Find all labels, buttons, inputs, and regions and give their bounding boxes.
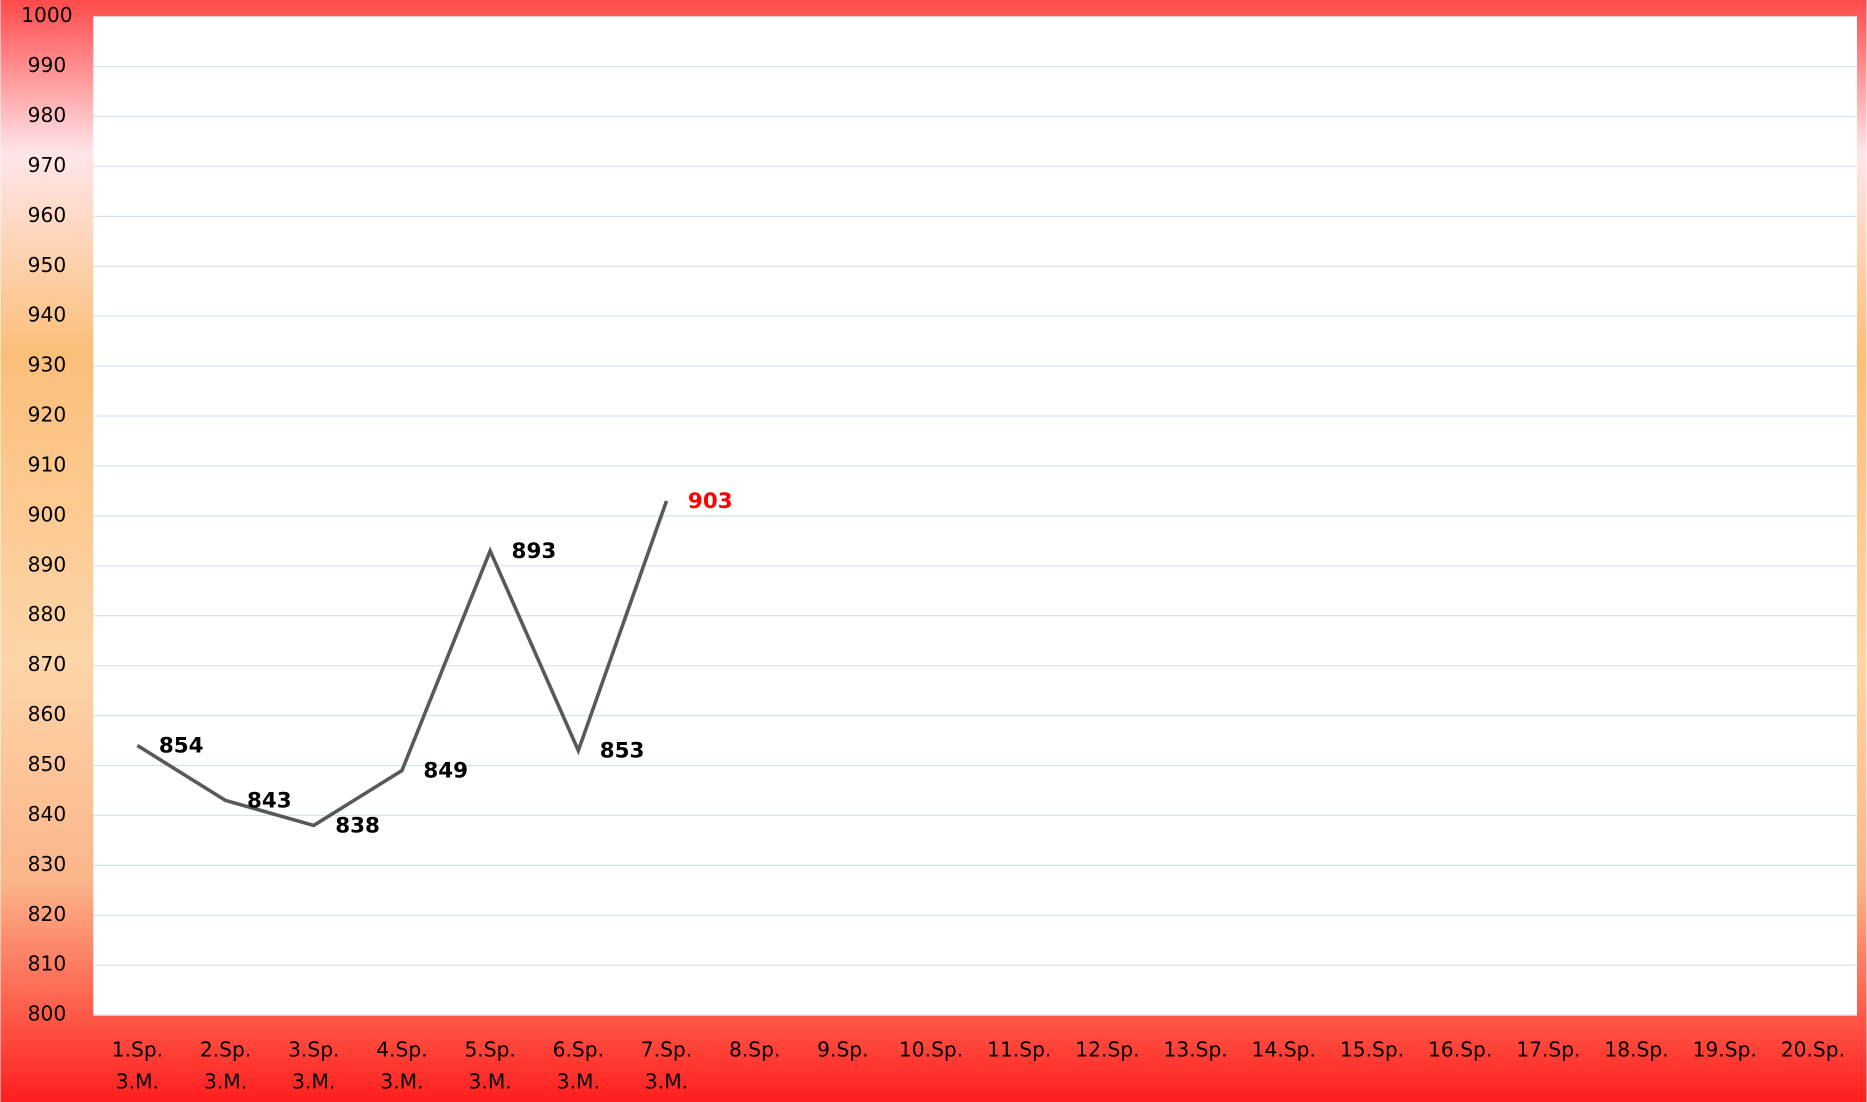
y-tick-label: 890 bbox=[28, 552, 67, 576]
y-tick-label: 970 bbox=[28, 153, 67, 177]
x-tick-label: 3.M. bbox=[645, 1069, 688, 1093]
y-tick-label: 900 bbox=[28, 502, 67, 526]
data-label: 853 bbox=[600, 739, 645, 764]
y-tick-label: 870 bbox=[28, 652, 67, 676]
x-tick-label: 14.Sp. bbox=[1252, 1037, 1316, 1061]
y-tick-label: 880 bbox=[28, 602, 67, 626]
x-tick-label: 10.Sp. bbox=[899, 1037, 963, 1061]
y-tick-label: 810 bbox=[28, 952, 67, 976]
x-tick-label: 3.M. bbox=[204, 1069, 247, 1093]
y-tick-label: 940 bbox=[28, 303, 67, 327]
x-tick-label: 1.Sp. bbox=[112, 1037, 163, 1061]
y-tick-label: 860 bbox=[28, 702, 67, 726]
y-tick-label: 990 bbox=[28, 53, 67, 77]
x-tick-label: 9.Sp. bbox=[817, 1037, 868, 1061]
x-tick-label: 3.M. bbox=[380, 1069, 423, 1093]
y-tick-label: 1000 bbox=[21, 3, 72, 27]
y-tick-label: 930 bbox=[28, 353, 67, 377]
x-tick-label: 3.M. bbox=[557, 1069, 600, 1093]
y-tick-label: 950 bbox=[28, 253, 67, 277]
x-tick-label: 15.Sp. bbox=[1340, 1037, 1404, 1061]
x-tick-label: 17.Sp. bbox=[1516, 1037, 1580, 1061]
x-tick-label: 12.Sp. bbox=[1075, 1037, 1139, 1061]
x-tick-label: 3.Sp. bbox=[288, 1037, 339, 1061]
y-tick-label: 800 bbox=[28, 1002, 67, 1026]
x-tick-label: 6.Sp. bbox=[553, 1037, 604, 1061]
x-tick-label: 2.Sp. bbox=[200, 1037, 251, 1061]
x-tick-label: 19.Sp. bbox=[1693, 1037, 1757, 1061]
y-tick-label: 960 bbox=[28, 203, 67, 227]
x-tick-label: 11.Sp. bbox=[987, 1037, 1051, 1061]
data-label: 843 bbox=[247, 789, 292, 814]
data-line bbox=[136, 500, 669, 828]
data-label: 849 bbox=[423, 759, 468, 784]
x-tick-label: 5.Sp. bbox=[464, 1037, 515, 1061]
y-tick-label: 910 bbox=[28, 452, 67, 476]
x-tick-label: 18.Sp. bbox=[1604, 1037, 1668, 1061]
x-tick-label: 3.M. bbox=[469, 1069, 512, 1093]
x-tick-label: 13.Sp. bbox=[1163, 1037, 1227, 1061]
y-tick-label: 840 bbox=[28, 802, 67, 826]
y-tick-label: 850 bbox=[28, 752, 67, 776]
x-tick-label: 3.M. bbox=[116, 1069, 159, 1093]
x-tick-label: 16.Sp. bbox=[1428, 1037, 1492, 1061]
y-tick-label: 820 bbox=[28, 902, 67, 926]
x-tick-label: 4.Sp. bbox=[376, 1037, 427, 1061]
y-tick-label: 980 bbox=[28, 103, 67, 127]
y-tick-label: 920 bbox=[28, 403, 67, 427]
x-tick-label: 3.M. bbox=[292, 1069, 335, 1093]
data-label: 854 bbox=[159, 734, 204, 759]
x-tick-label: 7.Sp. bbox=[641, 1037, 692, 1061]
data-label: 903 bbox=[688, 489, 733, 514]
x-tick-label: 8.Sp. bbox=[729, 1037, 780, 1061]
data-label: 893 bbox=[512, 539, 557, 564]
data-label: 838 bbox=[335, 814, 380, 839]
x-tick-label: 20.Sp. bbox=[1781, 1037, 1845, 1061]
y-tick-label: 830 bbox=[28, 852, 67, 876]
